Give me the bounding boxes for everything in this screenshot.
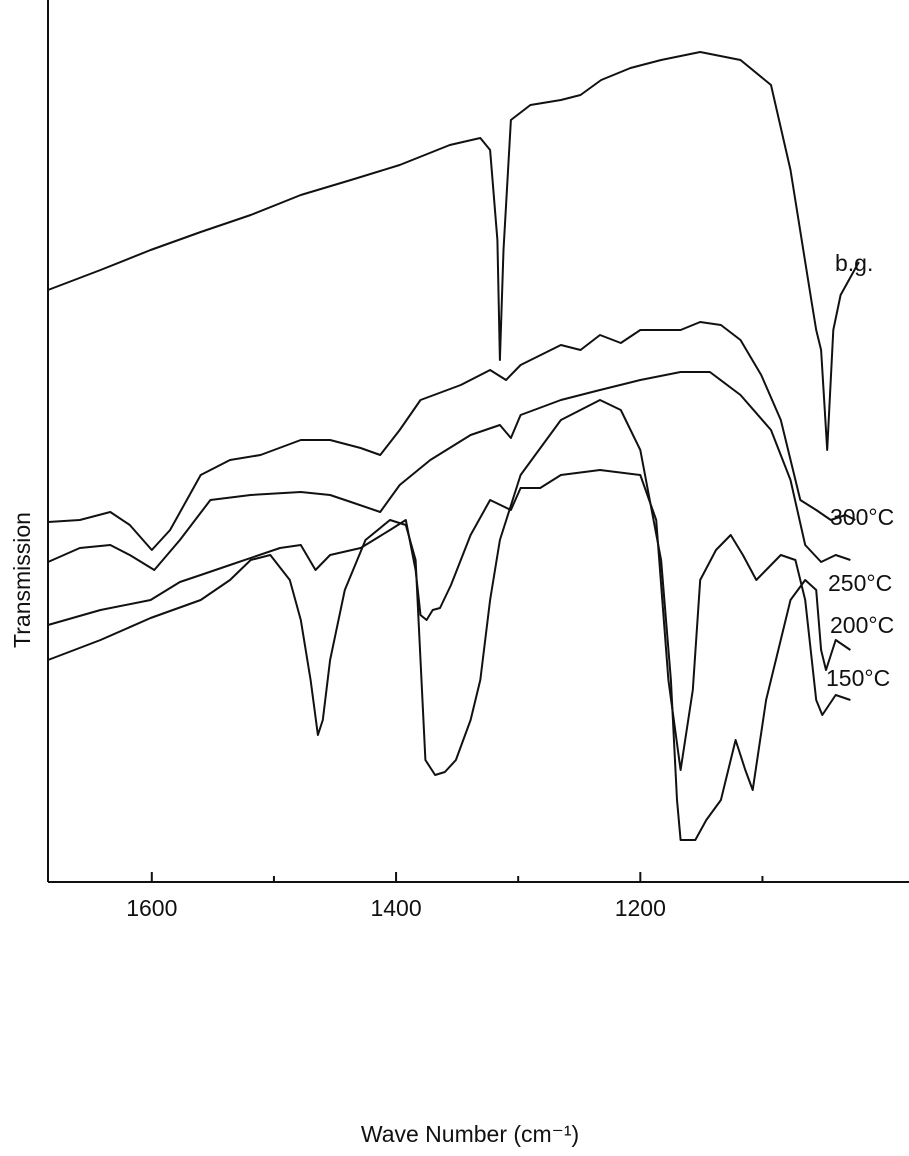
x-axis-label: Wave Number (cm⁻¹) — [361, 1121, 579, 1147]
x-tick-label: 1200 — [615, 895, 666, 921]
x-tick-label: 1600 — [126, 895, 177, 921]
series-label: 200°C — [830, 612, 894, 638]
spectrum-line — [47, 371, 851, 571]
series-label: 250°C — [828, 570, 892, 596]
series-label: b.g. — [835, 250, 873, 276]
y-axis-label: Transmission — [9, 512, 35, 648]
x-tick-label: 1400 — [370, 895, 421, 921]
spectrum-line — [47, 51, 860, 451]
series-label: 300°C — [830, 504, 894, 530]
spectrum-line — [47, 399, 851, 841]
spectrum-line — [47, 321, 856, 551]
spectrum-line — [47, 469, 851, 771]
series-label: 150°C — [826, 665, 890, 691]
